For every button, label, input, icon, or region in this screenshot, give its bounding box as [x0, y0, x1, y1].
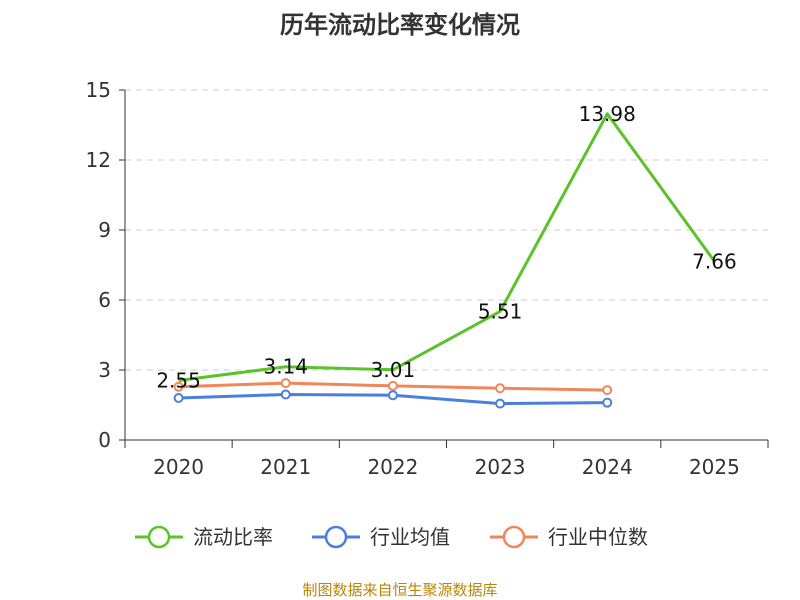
data-point — [602, 385, 613, 396]
legend-marker — [502, 525, 526, 549]
data-point — [173, 393, 184, 403]
y-tick-label: 12 — [86, 148, 111, 172]
x-tick-label: 2025 — [689, 455, 740, 479]
y-tick-label: 0 — [98, 428, 111, 452]
data-label: 3.01 — [371, 358, 416, 382]
data-point — [280, 378, 291, 389]
data-point — [173, 381, 184, 392]
legend-marker — [324, 525, 348, 549]
data-label: 2.55 — [156, 369, 201, 393]
data-label: 13.98 — [579, 102, 636, 126]
chart-title: 历年流动比率变化情况 — [280, 11, 520, 39]
data-label: 3.14 — [263, 355, 308, 379]
data-labels: 2.55 3.14 3.01 5.51 13.98 7.66 — [156, 102, 736, 393]
series-lines — [173, 112, 716, 409]
source-note: 制图数据来自恒生聚源数据库 — [302, 581, 497, 599]
x-tick-label: 2021 — [260, 455, 311, 479]
data-point — [495, 383, 506, 394]
data-label: 7.66 — [692, 249, 737, 273]
y-tick-label: 6 — [98, 288, 111, 312]
x-tick-label: 2023 — [475, 455, 526, 479]
data-label: 5.51 — [478, 299, 523, 323]
data-point — [387, 390, 398, 401]
series-line-0 — [178, 112, 716, 382]
y-tick-label: 9 — [98, 218, 111, 242]
x-tick-label: 2022 — [367, 455, 418, 479]
data-point — [495, 398, 506, 409]
x-tick-label: 2024 — [582, 455, 633, 479]
x-tick-label: 2020 — [153, 455, 204, 479]
axes: 0 3 6 9 12 15 2020 2021 2022 2023 2024 2025 — [86, 78, 769, 479]
legend-marker — [147, 525, 171, 549]
legend: 流动比率 行业均值 行业中位数 — [135, 525, 648, 549]
legend-label: 行业中位数 — [548, 525, 648, 549]
data-point — [387, 380, 398, 391]
y-tick-label: 15 — [86, 78, 111, 102]
legend-label: 流动比率 — [193, 525, 273, 549]
data-point — [280, 389, 291, 400]
data-point — [602, 397, 613, 408]
y-tick-label: 3 — [98, 358, 111, 382]
grid-lines — [125, 89, 768, 371]
legend-label: 行业均值 — [370, 525, 450, 549]
